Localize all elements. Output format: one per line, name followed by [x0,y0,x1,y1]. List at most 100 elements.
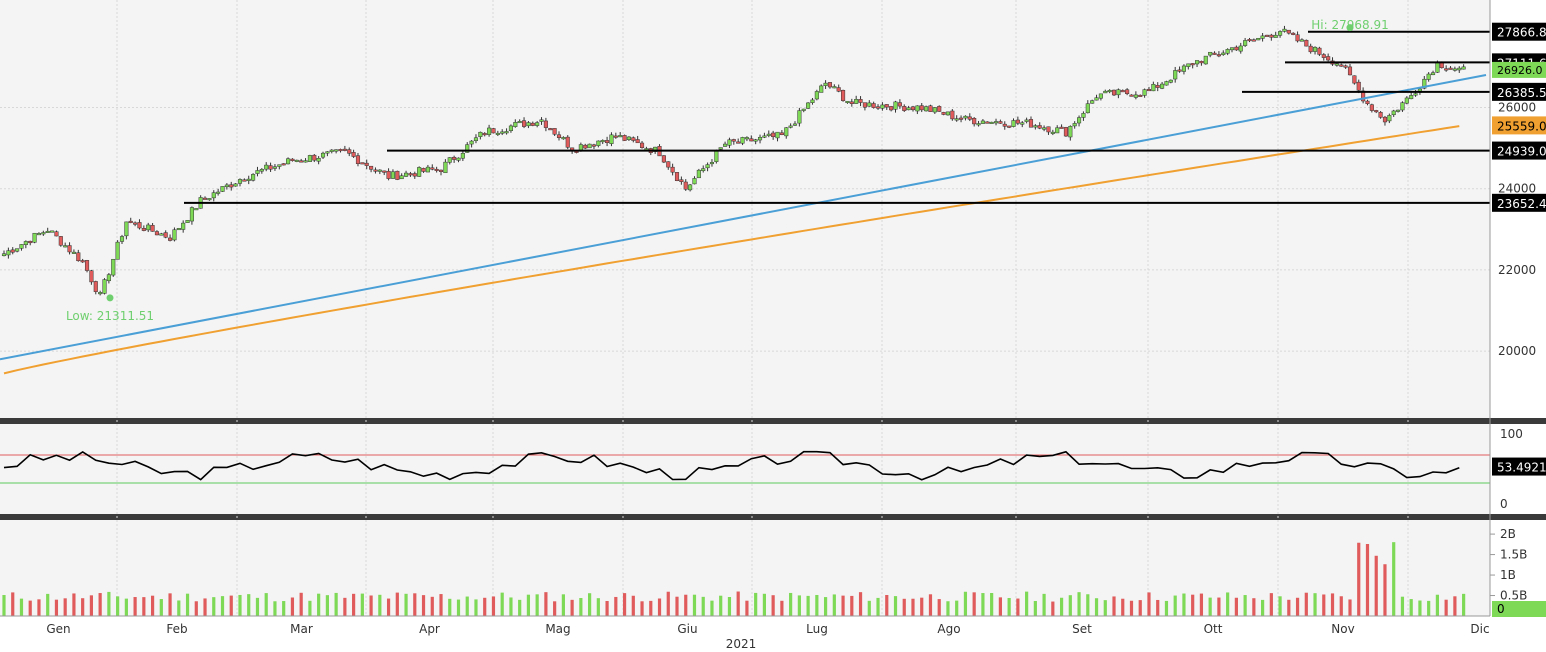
volume-bar [762,593,767,616]
volume-bar [806,595,810,616]
candle-body [1208,51,1213,56]
volume-bar [1348,599,1352,616]
divider-price-rsi[interactable] [0,418,1546,424]
candle-body [897,102,902,107]
candle-body [460,152,465,159]
candle-body [277,164,282,167]
volume-bar [1339,596,1343,616]
candle-body [827,82,833,88]
candle-body [1011,120,1016,127]
volume-bar [1051,601,1055,616]
price-panel-bg [0,0,1490,418]
candle-body [941,112,946,115]
volume-bar [893,596,898,616]
candle-body [814,91,819,100]
candle-body [1173,70,1178,80]
candle-body [757,136,763,141]
price-tick-label: 22000 [1498,263,1536,277]
candle-body [251,174,256,181]
volume-bar [640,601,644,616]
low-label: Low: 21311.51 [66,309,154,323]
month-label: Gen [46,622,70,636]
candle-body [1077,117,1082,124]
volume-bar [701,596,705,616]
candle-body [1085,103,1090,114]
volume-tick-label: 0.5B [1500,589,1527,603]
candle-body [329,149,334,152]
price-tick-label: 26000 [1498,101,1536,115]
volume-bar [614,596,618,616]
candle-body [1111,89,1117,96]
volume-bar [404,593,408,616]
candle-body [1317,47,1322,55]
candle-body [1243,40,1248,46]
candle-body [902,106,907,111]
candle-body [478,131,483,137]
candle-body [154,231,160,236]
candle-body [325,151,330,154]
volume-bar [98,593,102,616]
candle-body [613,135,618,138]
candle-body [709,162,715,165]
candle-body [841,89,846,101]
volume-bar [911,598,915,616]
volume-bar [63,598,67,616]
volume-bar [841,595,845,616]
volume-bar [1383,564,1387,616]
candle-body [1221,52,1226,55]
candle-body [1326,56,1331,61]
level-label: 23652.4 [1497,197,1546,211]
candle-body [299,160,304,163]
volume-bar [850,595,854,616]
volume-bar [150,595,155,616]
candle-body [342,148,347,151]
volume-bar [107,591,111,616]
candle-body [36,233,42,236]
volume-bar [500,592,504,616]
candle-body [185,220,190,223]
candle-body [565,136,570,148]
volume-bar [867,600,871,616]
volume-panel [2,542,1466,616]
candle-body [932,107,937,113]
candle-body [15,248,20,252]
volume-bar [1261,599,1265,616]
candle-body [395,170,400,180]
candle-body [810,99,815,103]
candle-body [237,179,243,184]
candle-body [1282,28,1287,32]
volume-bar [605,600,609,616]
volume-bar [185,593,190,616]
candle-body [98,292,103,295]
candle-body [181,222,186,230]
candle-body [1129,94,1134,97]
candle-body [1444,68,1449,71]
volume-bar [491,596,496,616]
candle-body [233,183,238,187]
divider-rsi-volume[interactable] [0,514,1546,520]
volume-bar [727,596,732,616]
candle-body [1396,109,1401,112]
candle-body [1002,123,1007,127]
low-marker [106,294,114,302]
candle-body [718,147,723,150]
candle-body [806,102,811,109]
volume-bar [789,592,793,616]
volume-bar [666,591,670,616]
candle-body [146,224,151,231]
candle-body [264,164,269,170]
level-label: 27866.8 [1497,26,1546,40]
rsi-panel [0,450,1490,484]
candle-body [1426,73,1431,80]
volume-bar [1217,597,1221,616]
candle-body [412,173,417,177]
candle-body [1203,55,1208,65]
candle-body [211,192,216,199]
candle-body [753,139,758,142]
ma-label-bg [1492,116,1546,135]
candle-body [871,103,876,108]
candle-body [1186,63,1191,67]
candle-body [556,134,562,138]
candle-body [1269,34,1274,38]
candle-body [705,164,710,169]
